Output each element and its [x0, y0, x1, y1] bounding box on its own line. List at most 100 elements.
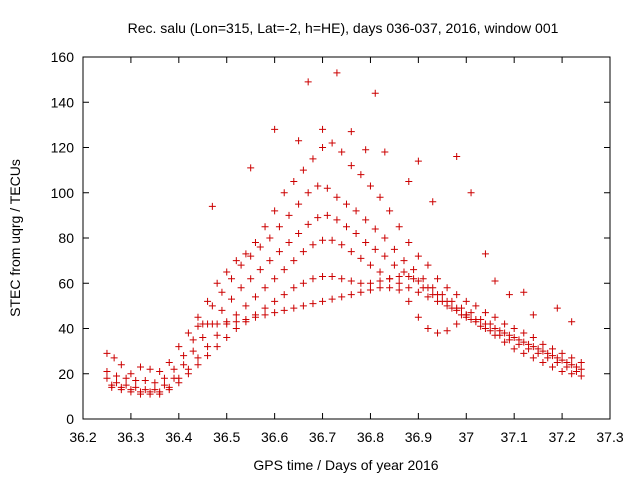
data-point: [151, 379, 159, 387]
data-point: [213, 343, 221, 351]
data-point: [146, 365, 154, 373]
data-point: [261, 304, 269, 312]
data-point: [472, 302, 480, 310]
data-point: [213, 331, 221, 339]
data-point: [443, 327, 451, 335]
x-axis: 36.2 36.3 36.4 36.5 36.6 36.7 36.8 36.9 37 37.1 37…: [69, 57, 624, 445]
data-point: [386, 275, 394, 283]
x-tick-label: 36.4: [165, 429, 192, 445]
data-point: [362, 146, 370, 154]
data-point: [424, 293, 432, 301]
data-point: [529, 354, 537, 362]
data-point: [328, 139, 336, 147]
data-point: [371, 245, 379, 253]
data-point: [160, 381, 168, 389]
data-point: [539, 347, 547, 355]
data-point: [400, 257, 408, 265]
data-point: [247, 275, 255, 283]
data-point: [184, 329, 192, 337]
data-point: [520, 338, 528, 346]
data-point: [160, 374, 168, 382]
y-tick-label: 140: [51, 94, 75, 110]
x-tick-label: 37.3: [596, 429, 623, 445]
x-tick-label: 37.1: [501, 429, 528, 445]
data-point: [110, 354, 118, 362]
data-point: [132, 383, 140, 391]
data-point: [204, 320, 212, 328]
data-point: [280, 291, 288, 299]
data-point: [414, 313, 422, 321]
data-point: [529, 343, 537, 351]
data-point: [347, 248, 355, 256]
data-point: [577, 372, 585, 380]
data-point: [549, 363, 557, 371]
data-point: [505, 291, 513, 299]
data-point: [314, 214, 322, 222]
data-point: [376, 284, 384, 292]
data-point: [352, 229, 360, 237]
data-point: [319, 272, 327, 280]
y-axis-label: STEC from uqrg / TECUs: [7, 159, 23, 317]
data-point: [333, 69, 341, 77]
data-point: [290, 284, 298, 292]
data-point: [347, 277, 355, 285]
data-point: [414, 288, 422, 296]
y-tick-label: 80: [58, 230, 74, 246]
data-point: [204, 343, 212, 351]
data-point: [309, 241, 317, 249]
data-point: [180, 352, 188, 360]
data-point: [558, 349, 566, 357]
data-point: [520, 329, 528, 337]
data-point: [256, 243, 264, 251]
data-point: [515, 340, 523, 348]
data-point: [501, 329, 509, 337]
data-point: [549, 345, 557, 353]
data-point: [218, 306, 226, 314]
data-point: [347, 291, 355, 299]
data-point: [357, 171, 365, 179]
data-point: [223, 268, 231, 276]
data-point: [194, 322, 202, 330]
data-point: [434, 291, 442, 299]
data-point: [529, 311, 537, 319]
data-point: [429, 198, 437, 206]
data-point: [242, 315, 250, 323]
data-point: [520, 288, 528, 296]
data-point: [338, 293, 346, 301]
data-point: [491, 313, 499, 321]
data-point: [410, 266, 418, 274]
data-point: [520, 349, 528, 357]
data-point: [204, 297, 212, 305]
data-point: [319, 236, 327, 244]
y-tick-label: 160: [51, 49, 75, 65]
data-point: [136, 390, 144, 398]
data-point: [481, 309, 489, 317]
x-tick-label: 36.2: [69, 429, 96, 445]
x-tick-label: 36.6: [261, 429, 288, 445]
data-point: [328, 272, 336, 280]
data-point: [529, 334, 537, 342]
data-point: [491, 325, 499, 332]
data-point: [261, 311, 269, 319]
data-point: [271, 275, 279, 283]
data-point: [127, 370, 135, 378]
data-point: [247, 164, 255, 172]
x-tick-label: 36.8: [357, 429, 384, 445]
data-point: [424, 325, 432, 332]
data-point: [251, 293, 259, 301]
y-tick-label: 40: [58, 321, 74, 337]
data-point: [299, 248, 307, 256]
data-point: [280, 306, 288, 314]
data-point: [103, 349, 111, 357]
data-point: [108, 383, 116, 391]
data-point: [338, 275, 346, 283]
data-point: [299, 279, 307, 287]
data-point: [290, 304, 298, 312]
data-point: [572, 367, 580, 375]
x-tick-label: 36.3: [117, 429, 144, 445]
data-point: [343, 200, 350, 208]
data-point: [405, 284, 413, 292]
x-tick-label: 36.7: [309, 429, 336, 445]
data-point: [462, 313, 470, 321]
data-point: [242, 250, 250, 258]
